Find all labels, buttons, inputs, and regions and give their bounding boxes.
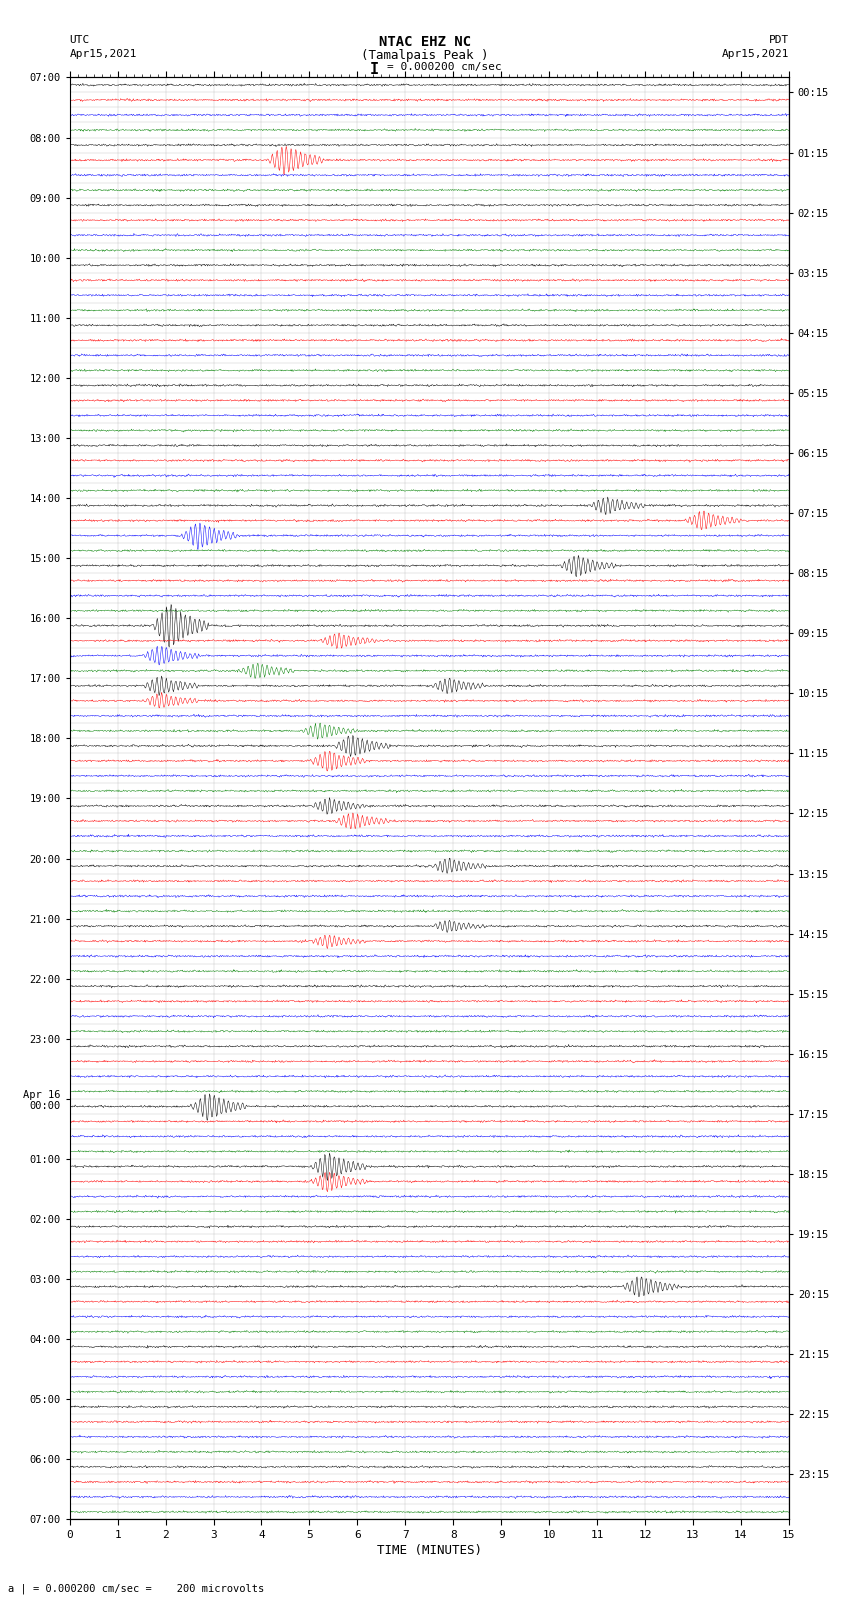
Text: I: I (370, 63, 378, 77)
Text: Apr15,2021: Apr15,2021 (70, 50, 137, 60)
Text: PDT: PDT (768, 35, 789, 45)
Text: NTAC EHZ NC: NTAC EHZ NC (379, 35, 471, 48)
Text: Apr15,2021: Apr15,2021 (722, 50, 789, 60)
Text: a | = 0.000200 cm/sec =    200 microvolts: a | = 0.000200 cm/sec = 200 microvolts (8, 1582, 264, 1594)
Text: = 0.000200 cm/sec: = 0.000200 cm/sec (387, 63, 501, 73)
X-axis label: TIME (MINUTES): TIME (MINUTES) (377, 1544, 482, 1557)
Text: (Tamalpais Peak ): (Tamalpais Peak ) (361, 50, 489, 63)
Text: UTC: UTC (70, 35, 90, 45)
